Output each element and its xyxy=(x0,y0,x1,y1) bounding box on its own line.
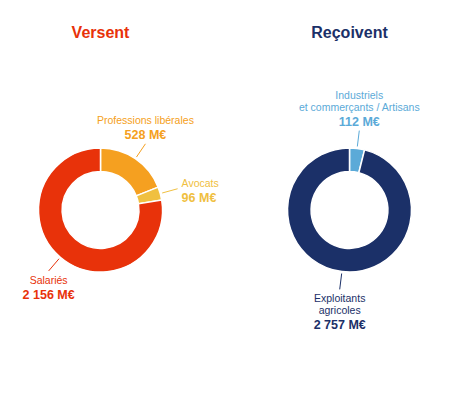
leader-line xyxy=(136,144,145,157)
slice-name: Salariés xyxy=(30,274,68,286)
slice-value: 112 M€ xyxy=(339,115,380,129)
slice-name: Avocats xyxy=(182,177,219,189)
leader-line xyxy=(162,189,177,193)
slice xyxy=(38,148,162,272)
title: Versent xyxy=(72,24,130,41)
slice-name: Exploitantsagricoles xyxy=(314,292,365,316)
leader-line xyxy=(340,274,342,290)
donut-panel: Reçoivent Industrielset commerçants / Art… xyxy=(288,24,420,332)
donut-panel: Versent Professions libérales 528 M€ Avocat… xyxy=(23,24,219,302)
slice xyxy=(101,148,159,196)
slice-value: 528 M€ xyxy=(125,128,167,142)
slice-value: 2 156 M€ xyxy=(23,288,75,302)
slice-label: Salariés 2 156 M€ xyxy=(23,274,75,302)
title: Reçoivent xyxy=(311,24,388,41)
slice-name: Industrielset commerçants / Artisans xyxy=(299,89,420,113)
slice xyxy=(288,148,412,272)
slice-label: Exploitantsagricoles 2 757 M€ xyxy=(314,292,366,332)
slice-value: 2 757 M€ xyxy=(314,318,366,332)
slice-label: Avocats 96 M€ xyxy=(182,177,219,205)
slice-value: 96 M€ xyxy=(182,191,217,205)
slice-label: Industrielset commerçants / Artisans 112 … xyxy=(299,89,420,129)
leader-line xyxy=(357,131,359,147)
slice-label: Professions libérales 528 M€ xyxy=(97,114,194,142)
leader-line xyxy=(49,259,59,271)
chart: Versent Professions libérales 528 M€ Avocat… xyxy=(0,0,450,401)
slice-name: Professions libérales xyxy=(97,114,194,126)
